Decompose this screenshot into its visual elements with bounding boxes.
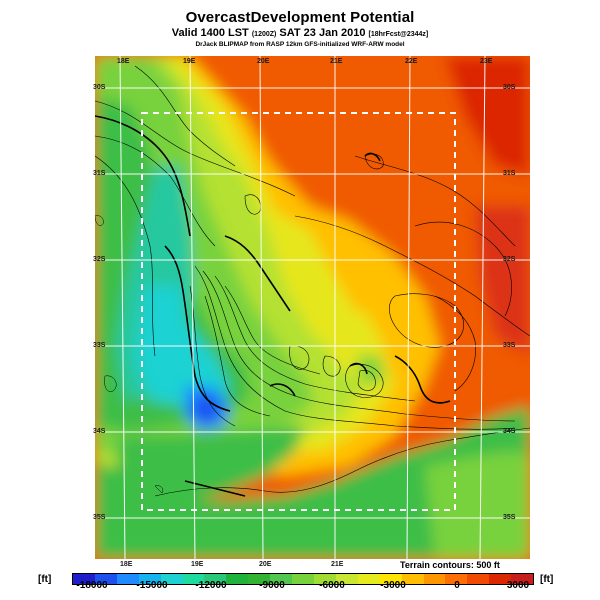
colorbar-segment	[379, 574, 402, 584]
top-lon-label: 20E	[257, 58, 270, 65]
right-lat-label: 35S	[503, 514, 516, 521]
top-lon-label: 22E	[405, 58, 418, 65]
model-domain-box	[141, 112, 456, 511]
colorbar-segment	[335, 574, 358, 584]
colorbar-label: -9000	[259, 580, 285, 591]
colorbar-segment	[401, 574, 424, 584]
top-lon-label: 18E	[117, 58, 130, 65]
colorbar-segment	[94, 574, 117, 584]
lat-lon-grid	[95, 56, 530, 559]
colorbar-label: -15000	[136, 580, 168, 591]
colorbar-label: 0	[454, 580, 460, 591]
color-field	[95, 56, 530, 559]
right-lat-label: 30S	[503, 84, 516, 91]
left-lat-label: 32S	[93, 256, 106, 263]
colorbar-segment	[116, 574, 139, 584]
colorbar-segment	[357, 574, 380, 584]
colorbar-segment	[423, 574, 446, 584]
utc-time: (1200Z)	[251, 31, 277, 38]
page-title: OvercastDevelopment Potential	[185, 9, 415, 26]
valid-time-line: Valid 1400 LST (1200Z) SAT 23 Jan 2010 […	[0, 27, 600, 39]
colorbar-segment	[204, 574, 227, 584]
colorbar-label: -18000	[76, 580, 108, 591]
colorbar-segment	[313, 574, 336, 584]
unit-right: [ft]	[540, 574, 554, 585]
colorbar-segment	[160, 574, 183, 584]
terrain-contours-note: Terrain contours: 500 ft	[400, 560, 500, 570]
colorbar-segment	[467, 574, 490, 584]
right-lat-label: 34S	[503, 428, 516, 435]
overcast-map: 18E 19E 20E 21E 22E 23E 18E 19E 20E 21E …	[93, 56, 530, 568]
colorbar-segment	[248, 574, 271, 584]
colorbar-segment	[292, 574, 314, 584]
terrain-contours	[95, 65, 530, 497]
colorbar-label: 3000	[506, 580, 530, 591]
bottom-lon-label: 19E	[191, 561, 204, 568]
right-lat-label: 31S	[503, 170, 516, 177]
model-credit: DrJack BLIPMAP from RASP 12km GFS-initia…	[195, 41, 405, 48]
bottom-lon-label: 18E	[120, 561, 133, 568]
left-lat-label: 30S	[93, 84, 106, 91]
valid-time: Valid 1400 LST	[171, 27, 249, 39]
right-lat-label: 32S	[503, 256, 516, 263]
left-lat-label: 35S	[93, 514, 106, 521]
unit-left: [ft]	[38, 574, 52, 585]
right-lat-label: 33S	[503, 342, 516, 349]
colorbar-label: -6000	[319, 580, 345, 591]
bottom-lon-label: 21E	[331, 561, 344, 568]
top-lon-label: 19E	[183, 58, 196, 65]
colorbar-segment	[138, 574, 161, 584]
colorbar-label: -3000	[380, 580, 406, 591]
colorbar-segment	[73, 574, 95, 584]
valid-date: SAT 23 Jan 2010	[279, 27, 366, 39]
left-lat-label: 31S	[93, 170, 106, 177]
colorbar	[72, 573, 534, 585]
colorbar-segment	[511, 574, 534, 584]
colorbar-label: -12000	[195, 580, 227, 591]
map-canvas	[95, 56, 530, 559]
colorbar-segment	[270, 574, 293, 584]
bottom-lon-label: 20E	[259, 561, 272, 568]
colorbar-segment	[226, 574, 249, 584]
colorbar-segment	[445, 574, 468, 584]
top-lon-label: 23E	[480, 58, 493, 65]
colorbar-segment	[182, 574, 205, 584]
left-lat-label: 33S	[93, 342, 106, 349]
colorbar-segment	[489, 574, 512, 584]
top-lon-label: 21E	[330, 58, 343, 65]
forecast-info: [18hrFcst@2344z]	[368, 31, 429, 38]
left-lat-label: 34S	[93, 428, 106, 435]
